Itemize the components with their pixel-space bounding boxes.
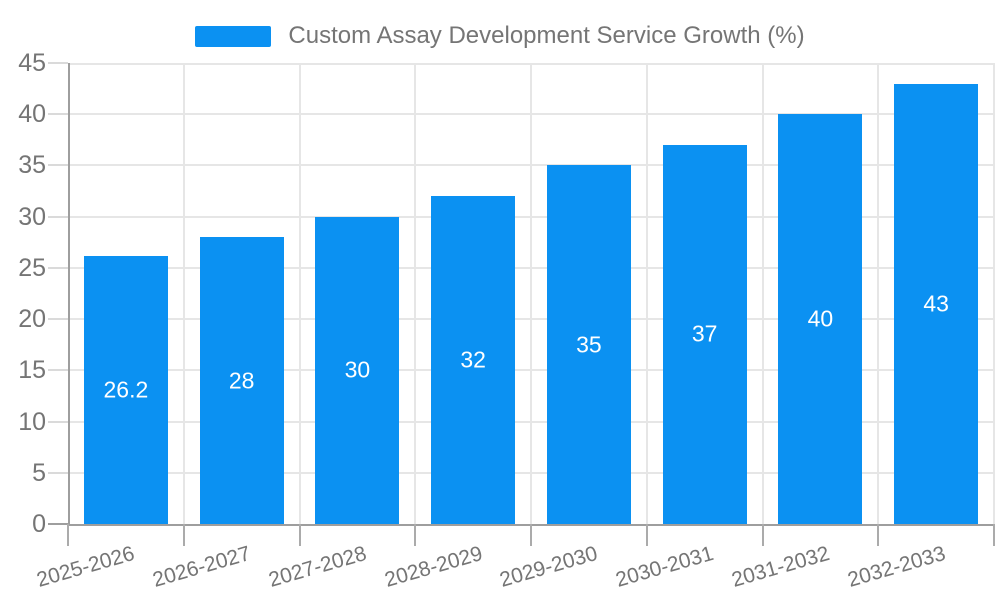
- bar[interactable]: 32: [431, 196, 516, 524]
- bar-value-label: 35: [576, 331, 602, 358]
- y-tick: [48, 113, 68, 116]
- y-axis-line: [68, 63, 70, 526]
- y-tick: [48, 266, 68, 269]
- y-tick: [48, 215, 68, 218]
- y-tick: [48, 369, 68, 372]
- legend-swatch-icon[interactable]: [195, 25, 272, 47]
- bar[interactable]: 43: [894, 83, 979, 524]
- x-gridline: [530, 63, 532, 524]
- y-tick-label: 20: [18, 305, 46, 334]
- x-tick-label: 2027-2028: [266, 541, 369, 592]
- x-gridline: [298, 63, 301, 524]
- bar-value-label: 43: [923, 290, 949, 317]
- y-tick-label: 45: [18, 49, 46, 77]
- x-tick: [877, 524, 880, 546]
- y-tick-label: 35: [18, 151, 46, 180]
- bar-value-label: 28: [228, 367, 255, 394]
- y-tick-label: 40: [18, 100, 46, 129]
- x-tick-label: 2031-2032: [729, 541, 832, 592]
- bar[interactable]: 28: [199, 237, 284, 524]
- x-gridline: [761, 63, 764, 524]
- x-tick: [645, 524, 648, 546]
- x-tick: [414, 524, 417, 546]
- x-tick-label: 2030-2031: [613, 541, 717, 592]
- bar-value-label: 30: [344, 356, 371, 383]
- x-gridline: [645, 63, 648, 524]
- y-tick-label: 15: [18, 356, 46, 385]
- x-gridline: [182, 63, 185, 524]
- x-gridline: [877, 63, 880, 524]
- y-tick: [48, 164, 68, 167]
- x-tick: [67, 524, 69, 546]
- y-tick-label: 30: [18, 202, 46, 231]
- y-tick: [48, 318, 68, 321]
- x-tick-label: 2026-2027: [150, 541, 254, 592]
- x-tick: [530, 524, 532, 546]
- y-tick-label: 25: [18, 253, 46, 282]
- x-tick: [993, 524, 995, 546]
- x-gridline: [993, 63, 995, 524]
- x-tick: [182, 524, 185, 546]
- x-tick-label: 2029-2030: [497, 541, 601, 592]
- legend-label[interactable]: Custom Assay Development Service Growth …: [288, 22, 805, 49]
- y-tick: [48, 471, 68, 474]
- bar-value-label: 32: [460, 346, 486, 373]
- x-tick: [761, 524, 764, 546]
- x-gridline: [414, 63, 417, 524]
- y-tick-label: 0: [32, 510, 46, 538]
- bar-value-label: 37: [691, 320, 718, 347]
- y-tick: [48, 62, 68, 64]
- x-tick-label: 2028-2029: [381, 541, 485, 592]
- x-tick-label: 2025-2026: [34, 541, 138, 592]
- bar[interactable]: 40: [778, 114, 863, 524]
- bar[interactable]: 26.2: [83, 255, 168, 524]
- bar[interactable]: 35: [546, 165, 631, 524]
- bar[interactable]: 37: [662, 144, 747, 524]
- plot-area: 26.2 28 30 32 35 37 40 43: [68, 63, 995, 524]
- y-tick: [48, 420, 68, 423]
- bar-value-label: 26.2: [103, 376, 149, 403]
- x-tick-label: 2032-2033: [844, 541, 948, 592]
- x-tick: [298, 524, 301, 546]
- y-tick-label: 10: [18, 407, 46, 436]
- y-tick-label: 5: [32, 458, 46, 487]
- legend[interactable]: Custom Assay Development Service Growth …: [0, 22, 1000, 50]
- bar[interactable]: 30: [315, 216, 400, 524]
- bar-value-label: 40: [807, 305, 834, 332]
- y-tick: [48, 523, 68, 525]
